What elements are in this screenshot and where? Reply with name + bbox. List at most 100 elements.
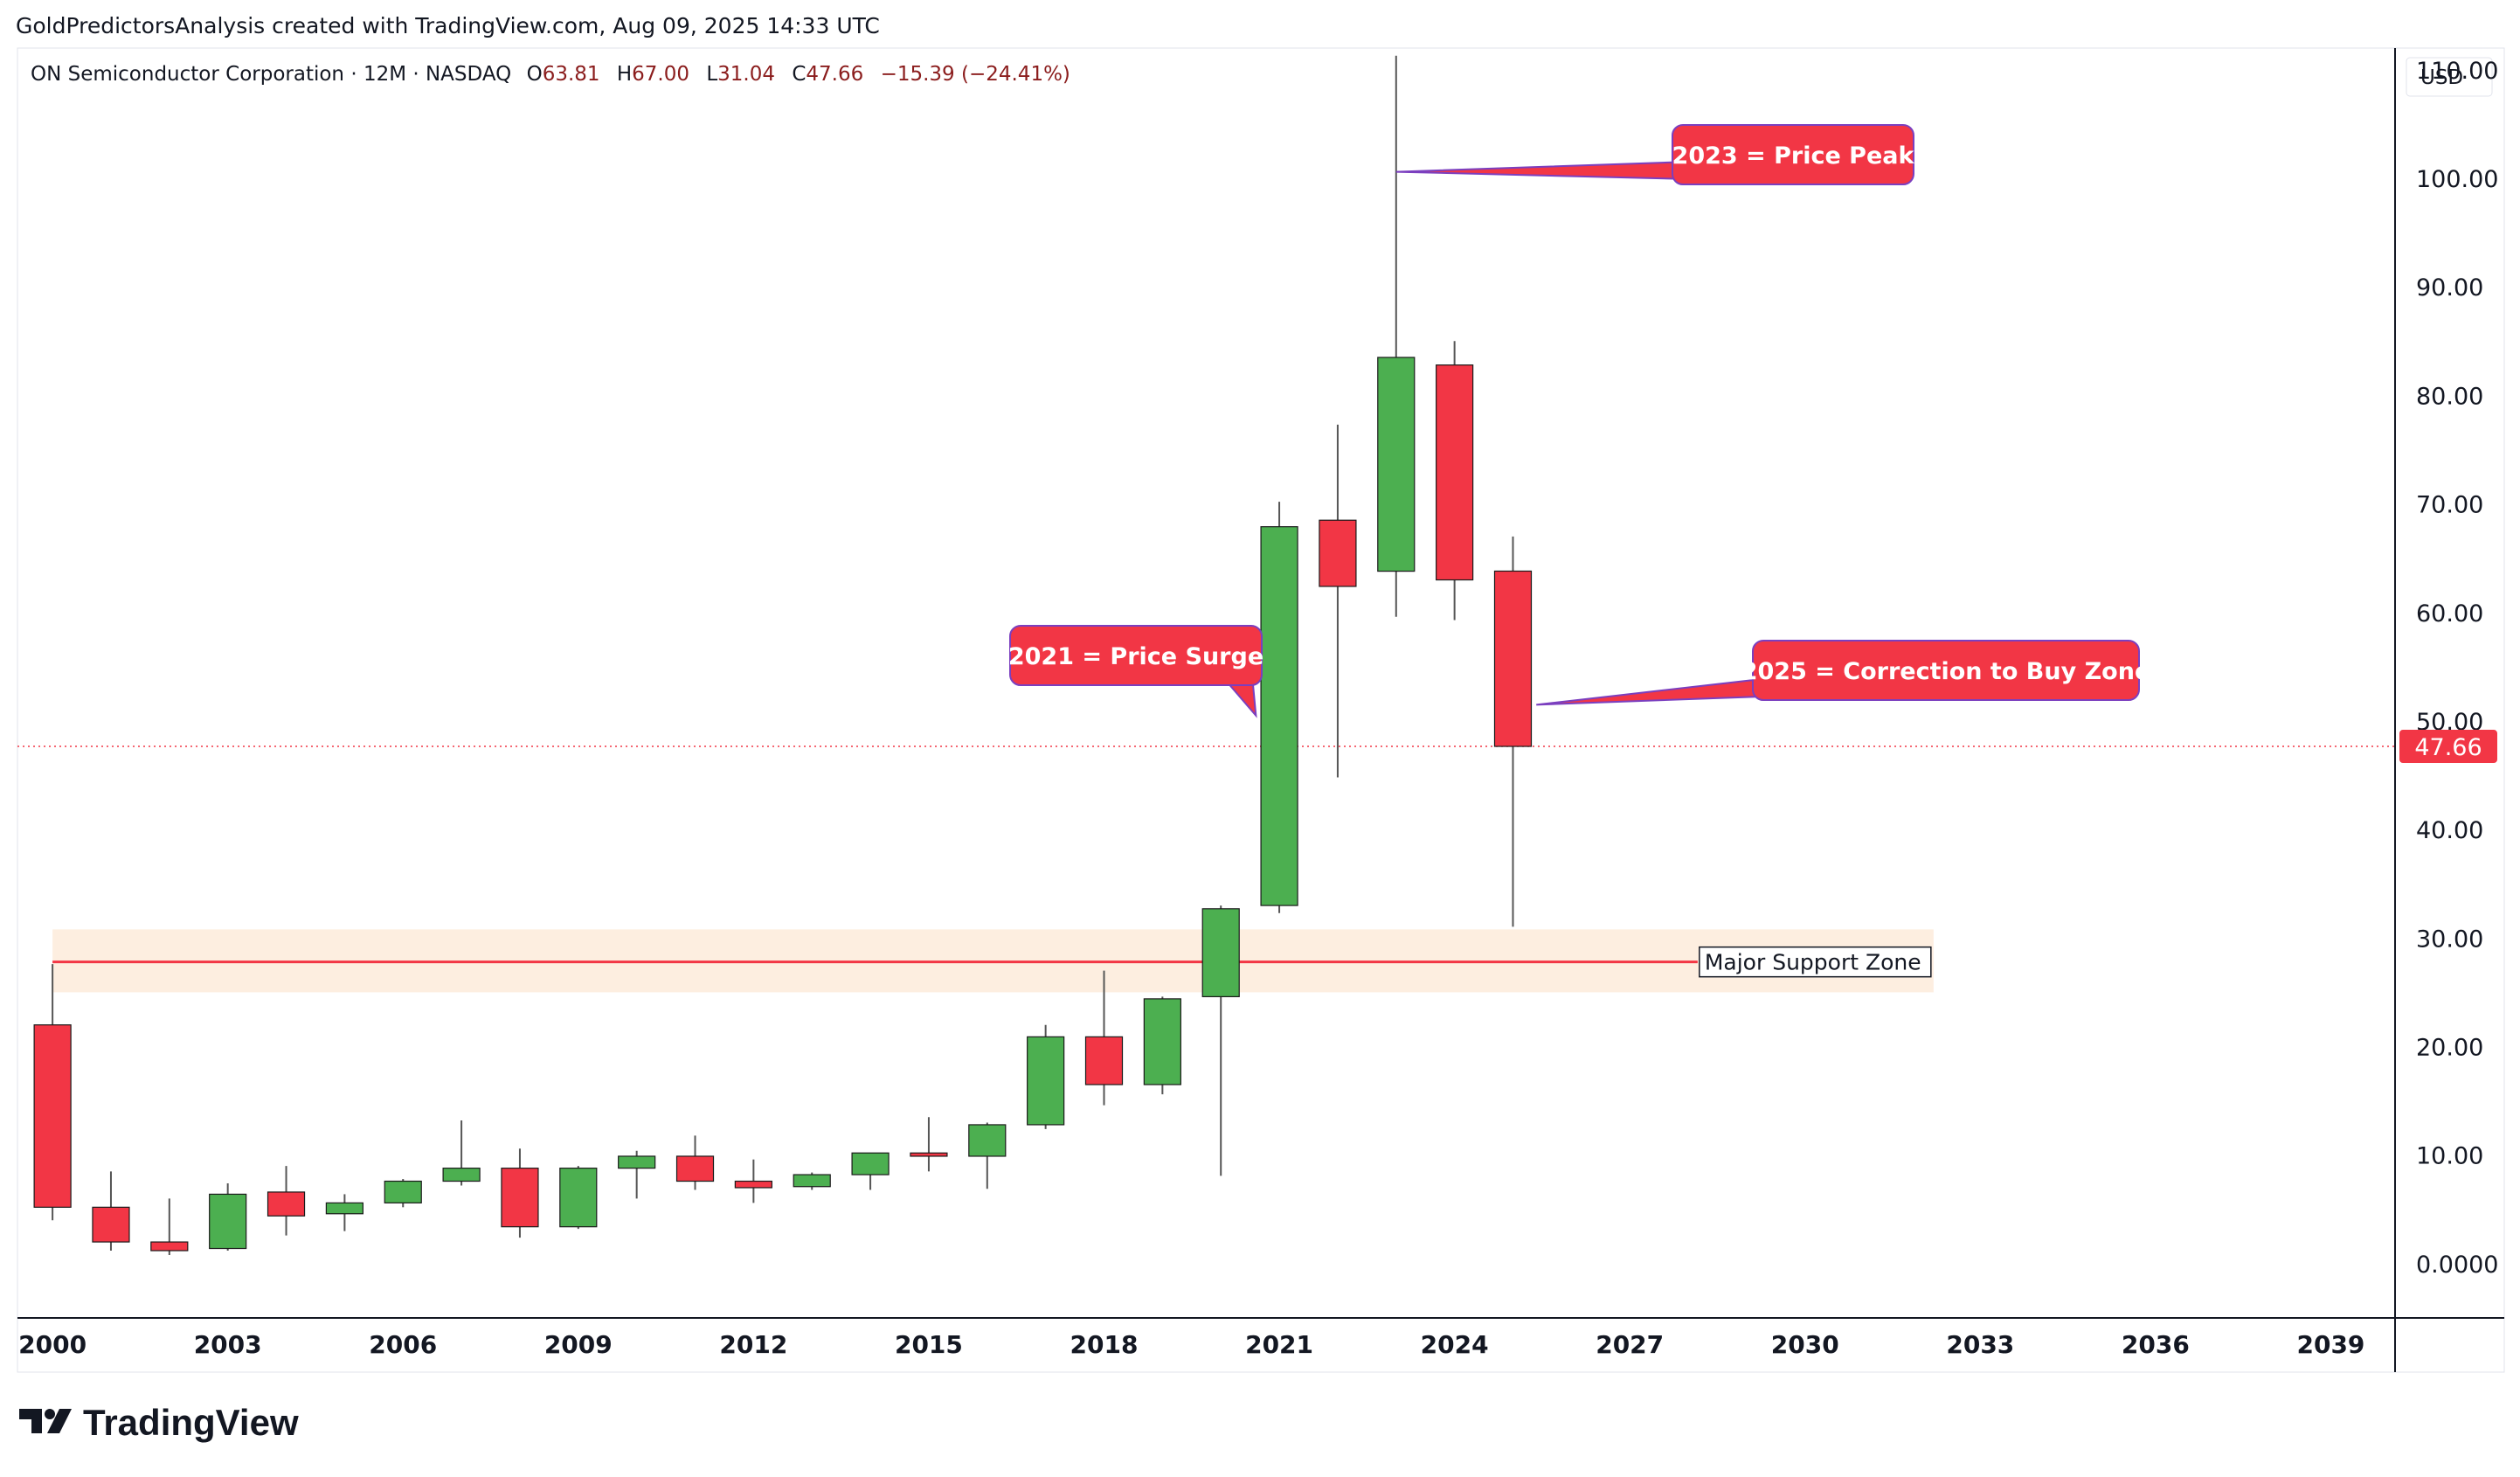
candle-body bbox=[968, 1124, 1007, 1157]
annotation-box bbox=[1752, 640, 2140, 701]
currency-label: USD bbox=[2420, 66, 2463, 89]
x-tick-label: 2009 bbox=[544, 1330, 613, 1359]
candle-2000 bbox=[33, 964, 72, 1221]
tradingview-logo-icon bbox=[19, 1409, 72, 1433]
candle-body bbox=[1201, 908, 1240, 998]
annotation-callout-1: 2023 = Price Peak bbox=[1395, 124, 1915, 185]
candle-2012 bbox=[734, 1159, 772, 1203]
high-label: H bbox=[617, 63, 632, 86]
high-value: 67.00 bbox=[632, 63, 689, 86]
x-tick-label: 2003 bbox=[194, 1330, 262, 1359]
attribution-text: GoldPredictorsAnalysis created with Trad… bbox=[16, 13, 880, 38]
candle-2015 bbox=[910, 1117, 948, 1172]
annotation-label: 2025 = Correction to Buy Zone bbox=[1741, 658, 2151, 685]
y-tick-label: 10.00 bbox=[2416, 1143, 2483, 1170]
candle-2022 bbox=[1319, 424, 1357, 778]
ohlc-legend: ON Semiconductor Corporation · 12M · NAS… bbox=[31, 63, 1070, 86]
x-tick-label: 2006 bbox=[369, 1330, 437, 1359]
candle-2016 bbox=[968, 1122, 1007, 1189]
low-value: 31.04 bbox=[717, 63, 775, 86]
candle-2025 bbox=[1493, 536, 1533, 927]
annotation-box bbox=[1672, 124, 1914, 185]
candle-2018 bbox=[1084, 970, 1124, 1106]
candle-body bbox=[1260, 526, 1298, 906]
candle-body bbox=[384, 1180, 422, 1203]
low-label: L bbox=[706, 63, 717, 86]
x-tick-label: 2027 bbox=[1596, 1330, 1664, 1359]
y-tick-label: 20.00 bbox=[2416, 1035, 2483, 1062]
candle-2023 bbox=[1377, 55, 1416, 617]
y-tick-label: 60.00 bbox=[2416, 600, 2483, 628]
candle-body bbox=[267, 1191, 306, 1217]
candle-2002 bbox=[150, 1198, 189, 1255]
candle-body bbox=[501, 1168, 539, 1228]
candle-body bbox=[325, 1202, 363, 1215]
open-value: 63.81 bbox=[543, 63, 600, 86]
y-tick-label: 90.00 bbox=[2416, 274, 2483, 302]
candle-body bbox=[92, 1206, 130, 1243]
y-tick-label: 0.0000 bbox=[2416, 1252, 2498, 1279]
candle-2017 bbox=[1027, 1024, 1065, 1129]
x-tick-label: 2024 bbox=[1421, 1330, 1489, 1359]
candle-body bbox=[442, 1168, 481, 1182]
candle-2020 bbox=[1201, 905, 1240, 1176]
candle-2009 bbox=[559, 1166, 598, 1230]
candle-body bbox=[1493, 570, 1533, 747]
candle-body bbox=[33, 1024, 72, 1208]
candle-body bbox=[1143, 998, 1181, 1085]
last-price-label: 47.66 bbox=[2414, 734, 2482, 761]
x-tick-label: 2030 bbox=[1771, 1330, 1839, 1359]
candle-2014 bbox=[851, 1152, 890, 1190]
x-tick-label: 2000 bbox=[18, 1330, 87, 1359]
candle-body bbox=[1377, 357, 1416, 572]
candle-body bbox=[1436, 364, 1474, 581]
x-tick-label: 2018 bbox=[1070, 1330, 1139, 1359]
close-label: C bbox=[792, 63, 806, 86]
candle-body bbox=[1319, 519, 1357, 587]
candle-2019 bbox=[1143, 996, 1181, 1095]
x-tick-label: 2015 bbox=[895, 1330, 963, 1359]
close-value: 47.66 bbox=[806, 63, 863, 86]
candle-2011 bbox=[675, 1135, 715, 1190]
y-tick-label: 70.00 bbox=[2416, 492, 2483, 519]
candle-body bbox=[1027, 1036, 1065, 1126]
y-tick-label: 40.00 bbox=[2416, 817, 2483, 844]
candle-body bbox=[851, 1152, 890, 1175]
symbol-title: ON Semiconductor Corporation · 12M · NAS… bbox=[31, 63, 511, 86]
candle-2006 bbox=[384, 1179, 422, 1208]
candle-body bbox=[793, 1174, 831, 1188]
last-price-badge bbox=[2399, 730, 2497, 764]
x-tick-label: 2036 bbox=[2122, 1330, 2190, 1359]
annotation-callout-2: 2021 = Price Surge bbox=[1008, 625, 1263, 718]
support-zone-label: Major Support Zone bbox=[1705, 950, 1921, 975]
candle-2005 bbox=[325, 1194, 363, 1231]
candle-body bbox=[1084, 1036, 1124, 1085]
candle-2004 bbox=[267, 1166, 306, 1236]
candle-body bbox=[910, 1152, 948, 1157]
x-tick-label: 2012 bbox=[719, 1330, 787, 1359]
candle-2003 bbox=[209, 1183, 247, 1252]
candle-body bbox=[209, 1193, 247, 1250]
candle-body bbox=[150, 1241, 189, 1252]
tradingview-logo[interactable]: TradingView bbox=[19, 1402, 299, 1443]
y-tick-label: 30.00 bbox=[2416, 926, 2483, 953]
candle-2024 bbox=[1436, 341, 1474, 621]
candle-2001 bbox=[92, 1171, 130, 1252]
y-tick-label: 80.00 bbox=[2416, 383, 2483, 410]
candle-body bbox=[618, 1155, 656, 1169]
change-value: −15.39 (−24.41%) bbox=[881, 63, 1070, 86]
candle-2007 bbox=[442, 1120, 481, 1186]
annotation-box bbox=[1009, 625, 1263, 686]
x-tick-label: 2033 bbox=[1946, 1330, 2014, 1359]
candle-2010 bbox=[618, 1150, 656, 1199]
y-tick-label: 110.00 bbox=[2416, 58, 2498, 85]
candle-body bbox=[675, 1155, 715, 1182]
y-tick-label: 100.00 bbox=[2416, 166, 2498, 193]
candle-2021 bbox=[1260, 502, 1298, 913]
candle-2008 bbox=[501, 1148, 539, 1238]
currency-button[interactable] bbox=[2406, 57, 2493, 97]
candle-body bbox=[734, 1180, 772, 1189]
annotation-label: 2023 = Price Peak bbox=[1672, 142, 1915, 170]
candle-2013 bbox=[793, 1172, 831, 1190]
